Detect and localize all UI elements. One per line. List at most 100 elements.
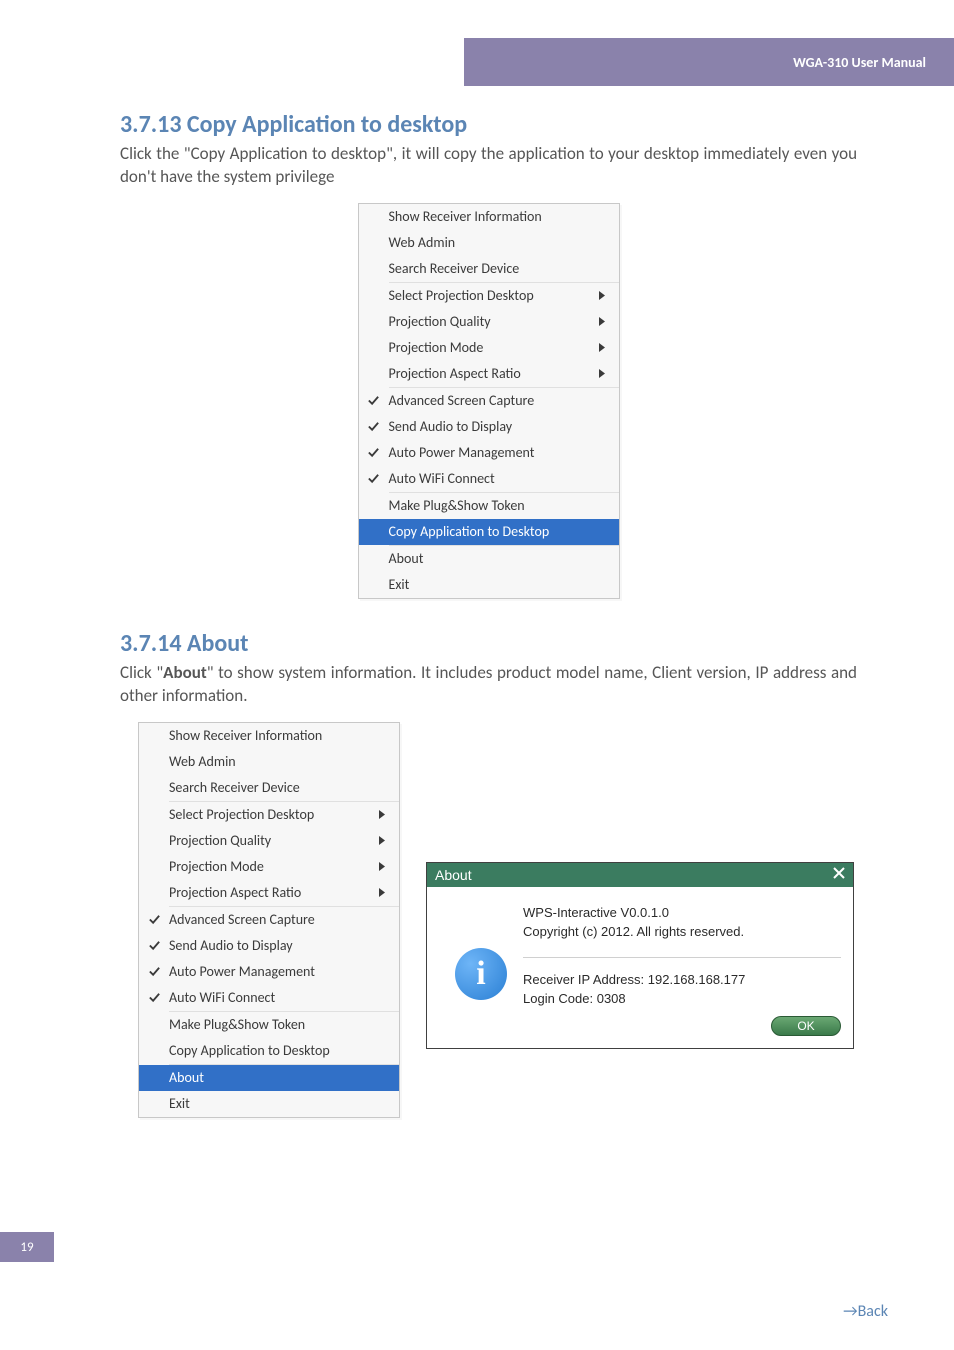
check-icon [139,913,169,926]
menu-item-label: Auto Power Management [389,444,597,461]
about-icon-column: i [439,887,523,1036]
body-post: " to show system information. It include… [120,662,857,706]
menu-item-label: Auto WiFi Connect [389,470,597,487]
menu-item-label: Projection Quality [389,313,597,330]
menu-item-label: Web Admin [389,234,597,251]
check-icon [359,446,389,459]
check-icon [359,394,389,407]
menu-item-web-admin[interactable]: Web Admin [359,230,619,256]
header-title-bar: WGA-310 User Manual [464,38,954,86]
page-number-text: 19 [20,1240,33,1255]
menu-item-label: Projection Aspect Ratio [169,884,377,901]
menu-item-label: Advanced Screen Capture [169,911,377,928]
close-icon[interactable] [831,866,847,883]
menu-item-label: Copy Application to Desktop [169,1042,377,1059]
menu-item-send-audio-to-display[interactable]: Send Audio to Display [139,933,399,959]
menu-item-label: Send Audio to Display [389,418,597,435]
menu-item-projection-aspect-ratio[interactable]: Projection Aspect Ratio [139,880,399,906]
menu-item-projection-aspect-ratio[interactable]: Projection Aspect Ratio [359,361,619,387]
about-divider [523,957,841,958]
menu-item-projection-mode[interactable]: Projection Mode [139,854,399,880]
back-label: Back [858,1302,888,1321]
menu-item-label: Show Receiver Information [169,727,377,744]
menu-item-label: Exit [389,576,597,593]
menu-item-label: Auto Power Management [169,963,377,980]
about-login-code: Login Code: 0308 [523,991,841,1006]
about-titlebar: About [427,863,853,887]
ok-button[interactable]: OK [771,1016,841,1036]
menu-item-about[interactable]: About [139,1065,399,1091]
chevron-right-icon [377,888,387,897]
menu-item-about[interactable]: About [359,546,619,572]
menu-item-advanced-screen-capture[interactable]: Advanced Screen Capture [139,907,399,933]
about-version: WPS-Interactive V0.0.1.0 [523,905,841,920]
about-copyright: Copyright (c) 2012. All rights reserved. [523,924,841,939]
menu-item-label: About [169,1069,377,1086]
menu-item-select-projection-desktop[interactable]: Select Projection Desktop [139,802,399,828]
menu-item-label: Make Plug&Show Token [169,1016,377,1033]
page-content: 3.7.13 Copy Application to desktop Click… [0,110,954,1118]
menu-item-projection-quality[interactable]: Projection Quality [359,309,619,335]
page-header: WGA-310 User Manual [0,0,954,110]
menu-item-auto-wifi-connect[interactable]: Auto WiFi Connect [359,466,619,492]
menu-item-label: Copy Application to Desktop [389,523,597,540]
menu-item-label: Select Projection Desktop [169,806,377,823]
body-pre: Click " [120,662,163,683]
body-bold: About [163,662,207,683]
section-body-copy: Click the "Copy Application to desktop",… [120,143,857,189]
menu-item-auto-wifi-connect[interactable]: Auto WiFi Connect [139,985,399,1011]
menu-item-label: About [389,550,597,567]
about-text-column: WPS-Interactive V0.0.1.0 Copyright (c) 2… [523,887,841,1036]
menu-item-label: Send Audio to Display [169,937,377,954]
menu-item-projection-mode[interactable]: Projection Mode [359,335,619,361]
menu-item-advanced-screen-capture[interactable]: Advanced Screen Capture [359,388,619,414]
menu-item-copy-application-to-desktop[interactable]: Copy Application to Desktop [139,1038,399,1064]
check-icon [139,939,169,952]
chevron-right-icon [377,836,387,845]
menu-item-label: Search Receiver Device [169,779,377,796]
menu-item-label: Projection Quality [169,832,377,849]
menu-item-exit[interactable]: Exit [139,1091,399,1117]
menu-item-label: Search Receiver Device [389,260,597,277]
menu-item-label: Projection Aspect Ratio [389,365,597,382]
chevron-right-icon [377,810,387,819]
back-link[interactable]: →Back [843,1302,888,1321]
menu-item-label: Projection Mode [389,339,597,356]
menu-item-show-receiver-information[interactable]: Show Receiver Information [359,204,619,230]
back-arrow-icon: → [843,1302,857,1321]
chevron-right-icon [597,291,607,300]
menu-item-auto-power-management[interactable]: Auto Power Management [359,440,619,466]
menu-item-label: Projection Mode [169,858,377,875]
menu-item-show-receiver-information[interactable]: Show Receiver Information [139,723,399,749]
section-body-about: Click "About" to show system information… [120,662,857,708]
section-about: 3.7.14 About Click "About" to show syste… [120,629,857,708]
header-title: WGA-310 User Manual [793,54,926,71]
menu-item-copy-application-to-desktop[interactable]: Copy Application to Desktop [359,519,619,545]
menu-item-search-receiver-device[interactable]: Search Receiver Device [139,775,399,801]
menu-item-select-projection-desktop[interactable]: Select Projection Desktop [359,283,619,309]
menu-item-label: Auto WiFi Connect [169,989,377,1006]
menu-item-make-plug-show-token[interactable]: Make Plug&Show Token [359,493,619,519]
info-glyph: i [476,955,485,993]
menu-item-label: Exit [169,1095,377,1112]
check-icon [139,991,169,1004]
context-menu-2: Show Receiver Information Web Admin Search… [138,722,400,1118]
menu-item-search-receiver-device[interactable]: Search Receiver Device [359,256,619,282]
check-icon [359,472,389,485]
info-icon: i [455,948,507,1000]
menu-item-exit[interactable]: Exit [359,572,619,598]
context-menu-1: Show Receiver Information Web Admin Search… [358,203,620,599]
about-body: i WPS-Interactive V0.0.1.0 Copyright (c)… [427,887,853,1048]
menu-item-label: Show Receiver Information [389,208,597,225]
menu-item-label: Advanced Screen Capture [389,392,597,409]
check-icon [359,420,389,433]
about-dialog: About i WPS-Interactive V0.0.1.0 Copyrig… [426,862,854,1049]
chevron-right-icon [377,862,387,871]
menu-item-projection-quality[interactable]: Projection Quality [139,828,399,854]
menu-item-make-plug-show-token[interactable]: Make Plug&Show Token [139,1012,399,1038]
menu-item-send-audio-to-display[interactable]: Send Audio to Display [359,414,619,440]
ok-label: OK [797,1019,814,1033]
menu-item-web-admin[interactable]: Web Admin [139,749,399,775]
menu-item-auto-power-management[interactable]: Auto Power Management [139,959,399,985]
section-heading-copy: 3.7.13 Copy Application to desktop [120,110,857,139]
